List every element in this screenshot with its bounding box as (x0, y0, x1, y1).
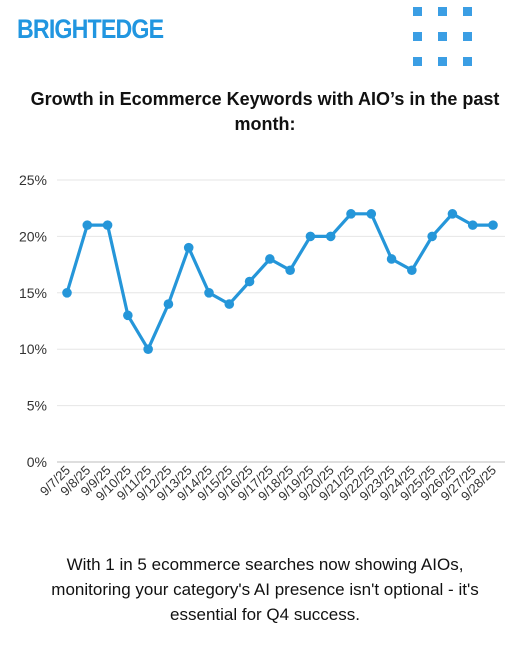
series-line (65, 212, 495, 351)
data-point (366, 209, 377, 219)
dot-grid-cell (463, 57, 472, 66)
y-tick-label: 15% (19, 285, 47, 301)
data-point (143, 344, 153, 354)
data-point (346, 209, 356, 219)
dot-grid-cell (463, 32, 472, 41)
line-chart: 0% 5% 10% 15% 20% 25% 9/7/259/8/259/9/259/10/… (19, 172, 505, 504)
y-tick-label: 5% (27, 398, 47, 414)
dot-grid-cell (463, 7, 472, 16)
data-point (163, 299, 174, 309)
data-point (224, 299, 235, 309)
y-axis-ticks: 0% 5% 10% 15% 20% 25% (19, 172, 47, 470)
data-point (467, 220, 478, 230)
data-point (325, 231, 336, 242)
dot-grid-cell (413, 32, 422, 41)
dot-grid-cell (413, 57, 422, 66)
data-point (244, 276, 255, 287)
y-tick-label: 0% (27, 454, 47, 470)
data-point (82, 220, 93, 230)
dot-grid-cell (438, 32, 447, 41)
data-point (407, 265, 417, 276)
brightedge-logo: BRIGHTEDGE (17, 14, 164, 44)
data-point (427, 231, 437, 242)
data-point (447, 209, 458, 219)
series-points (62, 209, 498, 354)
gridlines (57, 179, 505, 463)
data-point (488, 220, 498, 230)
y-tick-label: 20% (19, 228, 47, 244)
data-point (285, 265, 295, 276)
dot-grid-cell (438, 7, 447, 16)
data-point (386, 254, 397, 264)
footer-text: With 1 in 5 ecommerce searches now showi… (51, 555, 479, 624)
data-point (62, 288, 72, 298)
data-point (183, 242, 194, 253)
y-tick-label: 25% (19, 172, 47, 188)
y-tick-label: 10% (19, 341, 47, 357)
x-axis-ticks: 9/7/259/8/259/9/259/10/259/11/259/12/259… (37, 463, 499, 504)
data-point (102, 220, 113, 230)
dot-grid-cell (413, 7, 422, 16)
data-point (265, 254, 275, 264)
data-point (204, 288, 214, 298)
data-point (305, 231, 316, 242)
dot-grid-cell (438, 57, 447, 66)
data-point (123, 310, 133, 321)
chart-title: Growth in Ecommerce Keywords with AIO’s … (30, 89, 500, 134)
